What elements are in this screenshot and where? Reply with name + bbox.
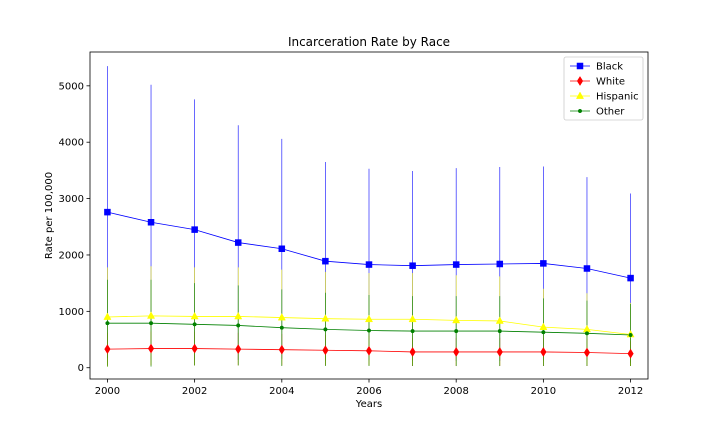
markers-layer [103,208,635,359]
y-tick-label: 4000 [59,138,84,149]
series-white-marker [322,345,329,356]
series-other-marker [584,331,590,336]
y-axis-label: Rate per 100,000 [44,172,55,259]
series-white-marker [365,345,373,356]
legend-white-swatch-marker [576,76,584,86]
legend-white-label: White [596,77,625,88]
series-white-marker [540,346,547,357]
series-hispanic-marker [103,312,112,320]
x-tick-label: 2000 [95,386,120,397]
series-other-marker [148,321,154,326]
x-tick-label: 2006 [356,386,381,397]
x-tick-label: 2012 [618,386,643,397]
series-other-marker [192,322,197,327]
series-black-marker [496,260,504,268]
series-hispanic-marker [452,315,461,324]
legend-hispanic-label: Hispanic [596,92,639,103]
legend-black-swatch-marker [576,62,584,70]
series-other-marker [105,321,110,326]
x-tick-label: 2002 [182,386,207,397]
series-white-marker [453,346,460,357]
series-black-marker [234,239,242,246]
series-hispanic-marker [234,311,243,320]
series-other-marker [323,327,328,332]
y-tick-label: 2000 [59,250,84,261]
series-white-marker [583,347,591,358]
legend: Black White Hispanic Other [563,56,644,121]
legend-box [563,56,644,121]
series-black-marker [627,274,634,282]
x-axis-label: Years [355,399,382,410]
series-other-marker [366,328,372,333]
series-black-marker [409,262,416,269]
series-hispanic-marker [321,314,330,322]
y-axis-ticks: 0 1000 2000 3000 4000 5000 [59,81,90,374]
x-axis-ticks: 2000 2002 2004 2006 2008 2010 2012 [95,379,643,397]
y-tick-label: 1000 [59,307,84,318]
series-white-marker [147,343,155,354]
series-other-marker [497,329,502,334]
series-white-marker [191,343,198,354]
y-tick-label: 3000 [59,194,84,205]
series-black-marker [191,226,198,233]
series-black-marker [278,245,286,253]
series-other-marker [410,329,415,334]
series-hispanic-marker [364,314,374,323]
series-black-marker [583,265,591,272]
series-other-marker [454,329,459,334]
series-black-marker [322,257,329,265]
series-hispanic-marker [495,316,504,324]
series-hispanic-marker [147,311,156,319]
series-white-marker [627,348,634,359]
series-white-marker [409,346,416,357]
series-other-marker [541,330,546,335]
series-hispanic-marker [582,324,591,333]
series-white-marker [235,344,242,355]
y-tick-label: 0 [78,363,84,374]
legend-other-swatch-marker [577,108,583,114]
series-white-marker [278,344,285,355]
series-black-marker [540,260,547,267]
series-white-marker [104,344,111,355]
chart-title: Incarceration Rate by Race [288,35,450,49]
legend-black-label: Black [596,62,623,73]
series-other-marker [628,332,633,338]
y-tick-label: 5000 [59,81,84,92]
series-black-marker [104,208,111,216]
series-hispanic-marker [539,322,548,330]
series-hispanic-marker [277,313,286,321]
series-white-marker [496,346,503,357]
series-hispanic-marker [190,311,199,320]
series-hispanic-marker [408,314,417,323]
legend-hispanic-swatch-marker [575,91,585,99]
series-black-marker [452,261,460,268]
x-tick-label: 2008 [443,386,468,397]
x-tick-label: 2004 [269,386,294,397]
series-other-marker [279,325,284,330]
series-black-marker [147,219,155,226]
legend-other-label: Other [596,107,625,118]
series-other-marker [236,323,241,328]
series-black-marker [365,261,373,268]
x-tick-label: 2010 [531,386,556,397]
